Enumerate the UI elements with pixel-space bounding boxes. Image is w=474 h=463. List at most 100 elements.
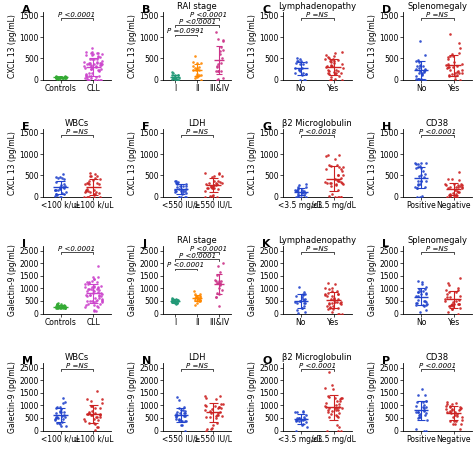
Point xyxy=(193,65,201,73)
Point xyxy=(60,183,67,190)
Point xyxy=(417,178,425,185)
Point xyxy=(213,411,220,419)
Point xyxy=(52,74,60,81)
Point xyxy=(86,292,94,299)
Point xyxy=(298,64,306,72)
Point xyxy=(94,283,102,291)
Point xyxy=(96,412,104,419)
Point xyxy=(212,68,219,75)
Point xyxy=(327,74,335,81)
Point xyxy=(334,310,342,317)
Point xyxy=(81,64,89,72)
Point xyxy=(422,160,430,167)
Point xyxy=(219,37,227,44)
Point xyxy=(53,305,61,312)
Point xyxy=(447,302,455,309)
Point xyxy=(195,66,203,74)
Point xyxy=(218,278,225,285)
Point xyxy=(85,193,92,200)
Point xyxy=(449,189,456,197)
Text: P <0.0001: P <0.0001 xyxy=(179,253,216,259)
Point xyxy=(215,302,222,310)
Point xyxy=(213,279,220,287)
Point xyxy=(302,70,310,77)
Y-axis label: Galectin-9 (pg/mL): Galectin-9 (pg/mL) xyxy=(248,361,257,432)
Point xyxy=(418,69,426,77)
Text: P =NS: P =NS xyxy=(306,246,328,252)
Point xyxy=(302,59,310,66)
Point xyxy=(441,180,449,188)
Point xyxy=(181,409,189,416)
Point xyxy=(337,193,345,200)
Point xyxy=(83,287,91,294)
Point xyxy=(195,63,203,70)
Point xyxy=(52,74,59,81)
Point xyxy=(417,159,425,166)
Point xyxy=(88,49,96,56)
Point xyxy=(325,407,332,414)
Point xyxy=(98,295,106,303)
Point xyxy=(447,409,454,416)
Title: Splenomegaly: Splenomegaly xyxy=(407,236,467,245)
Point xyxy=(169,68,176,75)
Point xyxy=(215,403,223,411)
Point xyxy=(60,411,68,419)
Point xyxy=(57,193,65,200)
Point xyxy=(443,290,451,298)
Point xyxy=(91,190,98,198)
Point xyxy=(422,177,430,185)
Point xyxy=(182,180,190,188)
Point xyxy=(328,410,335,417)
Point xyxy=(86,59,94,67)
Y-axis label: CXCL 13 (pg/mL): CXCL 13 (pg/mL) xyxy=(248,131,257,194)
Point xyxy=(190,62,197,69)
Point xyxy=(456,296,463,303)
Point xyxy=(332,401,339,408)
Point xyxy=(94,303,102,310)
Point xyxy=(82,72,90,80)
Y-axis label: Galectin-9 (pg/mL): Galectin-9 (pg/mL) xyxy=(128,244,137,315)
Point xyxy=(452,399,460,407)
Point xyxy=(292,417,300,425)
Point xyxy=(56,304,64,311)
Point xyxy=(449,302,457,310)
Point xyxy=(454,287,462,294)
Point xyxy=(452,190,460,198)
Point xyxy=(214,61,221,68)
Text: H: H xyxy=(383,122,392,132)
Point xyxy=(197,71,205,78)
Point xyxy=(93,56,100,63)
Point xyxy=(416,413,424,420)
Point xyxy=(301,297,308,304)
Point xyxy=(419,63,427,70)
Point xyxy=(56,303,64,311)
Point xyxy=(213,414,220,422)
Point xyxy=(441,298,448,305)
Point xyxy=(327,180,335,187)
Point xyxy=(85,285,92,293)
Y-axis label: CXCL 13 (pg/mL): CXCL 13 (pg/mL) xyxy=(248,13,257,77)
Point xyxy=(292,408,299,416)
Point xyxy=(412,425,420,432)
Point xyxy=(218,413,225,420)
Point xyxy=(335,187,342,194)
Point xyxy=(294,185,302,193)
Point xyxy=(209,184,216,191)
Point xyxy=(449,63,457,70)
Point xyxy=(219,75,227,82)
Point xyxy=(442,406,450,413)
Point xyxy=(175,417,182,424)
Point xyxy=(61,180,68,188)
Point xyxy=(296,297,303,304)
Point xyxy=(337,300,345,307)
Point xyxy=(414,296,421,304)
Point xyxy=(81,75,89,82)
Point xyxy=(173,187,180,194)
Point xyxy=(92,62,100,69)
Point xyxy=(173,411,181,419)
Point xyxy=(88,407,96,415)
Point xyxy=(329,306,337,313)
Point xyxy=(209,421,217,428)
Point xyxy=(412,58,420,65)
Point xyxy=(218,287,226,294)
